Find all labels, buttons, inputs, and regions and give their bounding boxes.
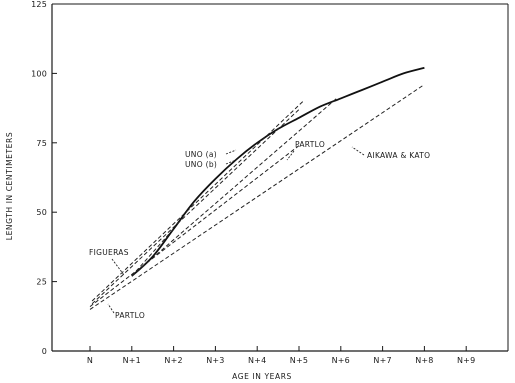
y-tick-label: 75	[36, 139, 47, 148]
annotation-uno-b: UNO (b)	[185, 160, 217, 169]
x-tick-label: N+2	[164, 356, 182, 365]
series-line-aikawa-kato-5	[89, 84, 425, 310]
annotation-partlo-upper: PARTLO	[295, 140, 325, 149]
annotation-partlo-lower: PARTLO	[115, 311, 145, 320]
x-tick-label: N+8	[415, 356, 433, 365]
series-line-main	[131, 66, 425, 277]
x-axis-title: AGE IN YEARS	[232, 372, 292, 381]
series-line-uno-a-1	[91, 100, 304, 302]
leader-uno-a	[225, 149, 237, 155]
x-tick-label: N+4	[248, 356, 266, 365]
y-tick-label: 125	[31, 0, 47, 9]
y-tick-label: 25	[36, 278, 47, 287]
series-line-partlo-4	[89, 145, 300, 307]
leader-uno-b	[225, 159, 237, 165]
annotation-uno-a: UNO (a)	[185, 150, 217, 159]
series-lines	[89, 66, 425, 310]
leader-partlo-lower	[107, 303, 115, 314]
x-tick-label: N+3	[206, 356, 224, 365]
leader-partlo-upper	[286, 150, 295, 161]
series-line-uno-b-2	[91, 109, 300, 305]
axes	[51, 3, 509, 352]
annotation-aikawa-kato: AIKAWA & KATO	[367, 151, 430, 160]
leader-aikawa-kato	[351, 146, 365, 156]
series-line-partlo-3	[131, 98, 337, 277]
x-tick-label: N+6	[332, 356, 350, 365]
annotation-figueras: FIGUERAS	[89, 248, 129, 257]
x-tick-label: N+5	[290, 356, 308, 365]
x-tick-label: N+7	[373, 356, 391, 365]
ticks: 0 25 50 75 100 125 N N+1 N+2 N+3 N+4 N+5 N+6 N+7 N+8 N+…	[31, 0, 475, 365]
annotation-leaders	[107, 146, 365, 314]
x-tick-label: N+1	[123, 356, 141, 365]
y-axis-title: LENGTH IN CENTIMETERS	[5, 132, 14, 240]
y-tick-label: 0	[42, 347, 47, 356]
y-tick-label: 100	[31, 69, 47, 78]
series-line-figueras-6	[131, 228, 174, 277]
x-tick-label: N	[87, 356, 93, 365]
y-tick-label: 50	[36, 208, 47, 217]
x-tick-label: N+9	[457, 356, 475, 365]
